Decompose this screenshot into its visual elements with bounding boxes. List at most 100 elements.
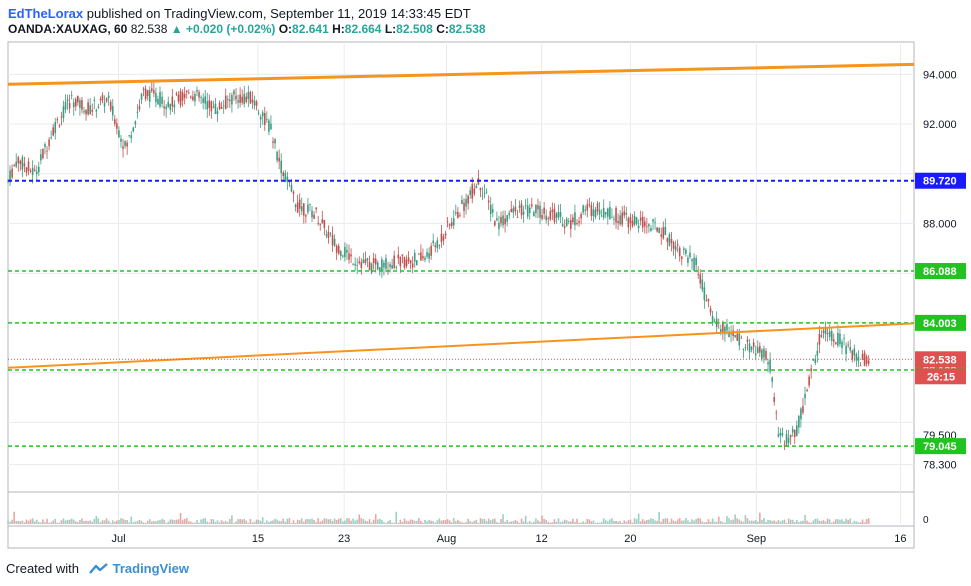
candle-body [781,433,784,436]
volume-bar [60,520,63,524]
volume-bar [418,518,420,524]
volume-bar [781,520,784,524]
candle-body [442,236,445,241]
volume-bar [746,518,749,524]
candle-body [685,249,687,254]
volume-bar [7,520,9,524]
candle-body [500,217,502,224]
volume-bar [646,519,648,524]
tradingview-brand[interactable]: TradingView [112,561,189,576]
volume-bar [196,519,198,524]
candle-body [703,287,706,301]
volume-bar [553,519,556,524]
candle-body [383,262,385,268]
candle-body [85,109,87,115]
author-link[interactable]: EdTheLorax [8,6,84,21]
high-value: 82.664 [344,22,382,36]
candle-body [496,218,498,221]
volume-bar [31,518,34,524]
candle-body [231,95,233,105]
volume-bar [124,519,126,524]
volume-bar [364,520,367,524]
volume-bar [356,519,359,524]
candle-body [142,88,145,90]
volume-bar [263,522,266,524]
volume-bar [678,518,681,524]
candle-body [393,255,395,268]
candle-body [726,324,728,331]
volume-bar [769,520,771,524]
close-value: 82.538 [448,22,486,36]
candle-body [787,437,790,443]
volume-bar [457,519,459,524]
candle-body [701,279,704,290]
volume-bar [664,518,667,524]
volume-bar [469,521,471,524]
volume-bar [578,522,580,524]
volume-bar [467,518,469,524]
volume-bar [736,518,739,524]
volume-bar [604,520,607,524]
candle-body [64,101,67,110]
volume-bar [185,518,188,524]
volume-bar [565,520,568,524]
candle-body [206,101,209,110]
volume-bar [150,521,153,524]
candle-body [473,188,476,194]
volume-bar [699,518,702,524]
candle-body [226,99,229,101]
candle-body [847,344,849,346]
candle-body [641,216,644,228]
candle-body [802,406,804,413]
candle-body [625,212,628,215]
volume-bar [789,519,792,524]
candle-body [25,167,28,173]
volume-bar [376,519,379,524]
close-label: C: [436,22,449,36]
candle-body [66,99,69,102]
candle-body [309,204,311,206]
volume-bar [307,518,309,524]
candle-body [298,199,301,209]
candle-body [475,185,478,189]
volume-bar [335,520,338,524]
candle-body [266,119,268,121]
volume-bar [171,519,174,524]
volume-bar [198,522,200,524]
candle-body [763,348,765,358]
candle-body [420,252,422,261]
volume-bar [407,521,410,524]
volume-bar [576,518,578,524]
candle-body [570,220,572,229]
candle-body [138,106,141,110]
volume-bar [818,520,821,524]
candle-body [130,135,133,139]
volume-bar [344,520,346,524]
candle-body [639,217,642,221]
candle-body [181,92,184,101]
volume-bar [857,522,860,524]
candle-body [635,217,638,224]
volume-bar [863,522,866,524]
volume-bar [426,521,428,524]
candle-body [859,365,862,367]
candle-body [785,434,788,445]
volume-bar [436,520,439,524]
candle-body [865,356,868,364]
volume-bar [588,519,591,524]
candle-body [300,206,303,212]
candle-body [471,184,474,199]
candle-body [767,362,769,365]
volume-bar [641,519,644,524]
y-tick-label: 88.000 [923,218,957,230]
volume-bar [317,518,319,524]
volume-bar [118,519,120,524]
volume-bar [27,520,30,524]
candle-body [120,138,122,142]
candle-body [339,251,342,256]
candle-body [432,240,435,244]
candle-body [362,259,365,264]
volume-bar [676,519,679,524]
low-value: 82.508 [396,22,433,36]
